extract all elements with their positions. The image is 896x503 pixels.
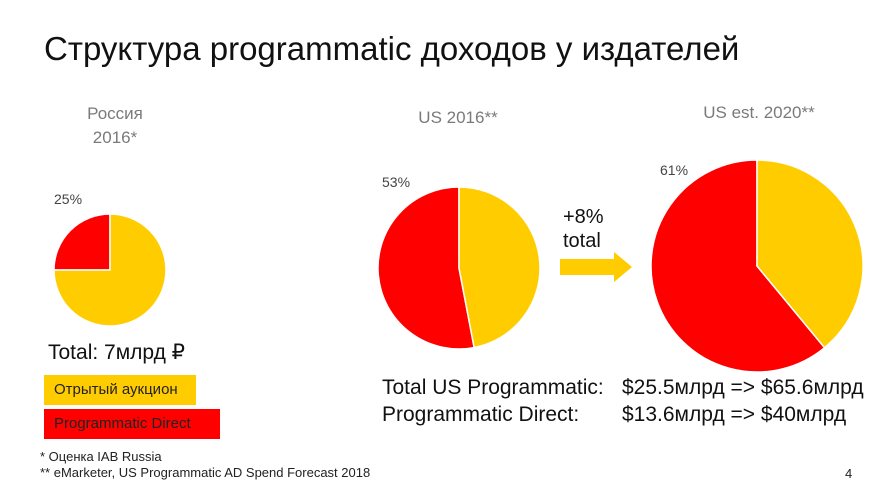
pie-slice-auction bbox=[756, 159, 864, 349]
legend-direct: Programmatic Direct bbox=[44, 409, 220, 439]
growth-label-line1: +8% bbox=[563, 206, 604, 228]
chart-title-russia: Россия 2016* bbox=[60, 102, 170, 150]
total-russia: Total: 7млрд ₽ bbox=[48, 341, 186, 364]
pie-slice-direct bbox=[377, 186, 476, 350]
summary-direct-value: $13.6млрд => $40млрд bbox=[622, 403, 847, 426]
page-number: 4 bbox=[845, 466, 853, 481]
chart-title-us2016: US 2016** bbox=[418, 108, 498, 127]
growth-label-line2: total bbox=[563, 230, 601, 252]
summary-total-row: Total US Programmatic: $25.5млрд => $65.6… bbox=[382, 376, 864, 400]
summary-total-label: Total US Programmatic: bbox=[382, 376, 604, 399]
chart-title-russia-line1: Россия bbox=[87, 104, 143, 123]
legend-auction: Отрытый аукцион bbox=[44, 375, 196, 405]
pie-label-us2020-direct: 61% bbox=[660, 162, 689, 178]
footnote-2: ** eMarketer, US Programmatic AD Spend F… bbox=[40, 465, 371, 480]
summary-direct-label: Programmatic Direct: bbox=[382, 403, 580, 426]
chart-title-russia-line2: 2016* bbox=[92, 128, 138, 147]
chart-title-us2020: US est. 2020** bbox=[703, 103, 815, 122]
growth-label: +8% total bbox=[563, 205, 604, 253]
summary-direct-row: Programmatic Direct: $13.6млрд => $40млрд bbox=[382, 403, 846, 427]
footnote-1: * Оценка IAB Russia bbox=[40, 449, 162, 464]
pie-label-us2016-direct: 53% bbox=[382, 174, 411, 190]
pie-label-russia-direct: 25% bbox=[54, 191, 83, 207]
slide-title: Структура programmatic доходов у издател… bbox=[44, 30, 740, 67]
pie-slice-direct bbox=[53, 213, 111, 271]
pie-slice-auction bbox=[458, 186, 541, 349]
pie-slice-direct bbox=[650, 159, 826, 373]
pie-slice-auction bbox=[53, 213, 167, 327]
right-arrow-icon bbox=[560, 252, 632, 282]
summary-total-value: $25.5млрд => $65.6млрд bbox=[622, 376, 864, 399]
